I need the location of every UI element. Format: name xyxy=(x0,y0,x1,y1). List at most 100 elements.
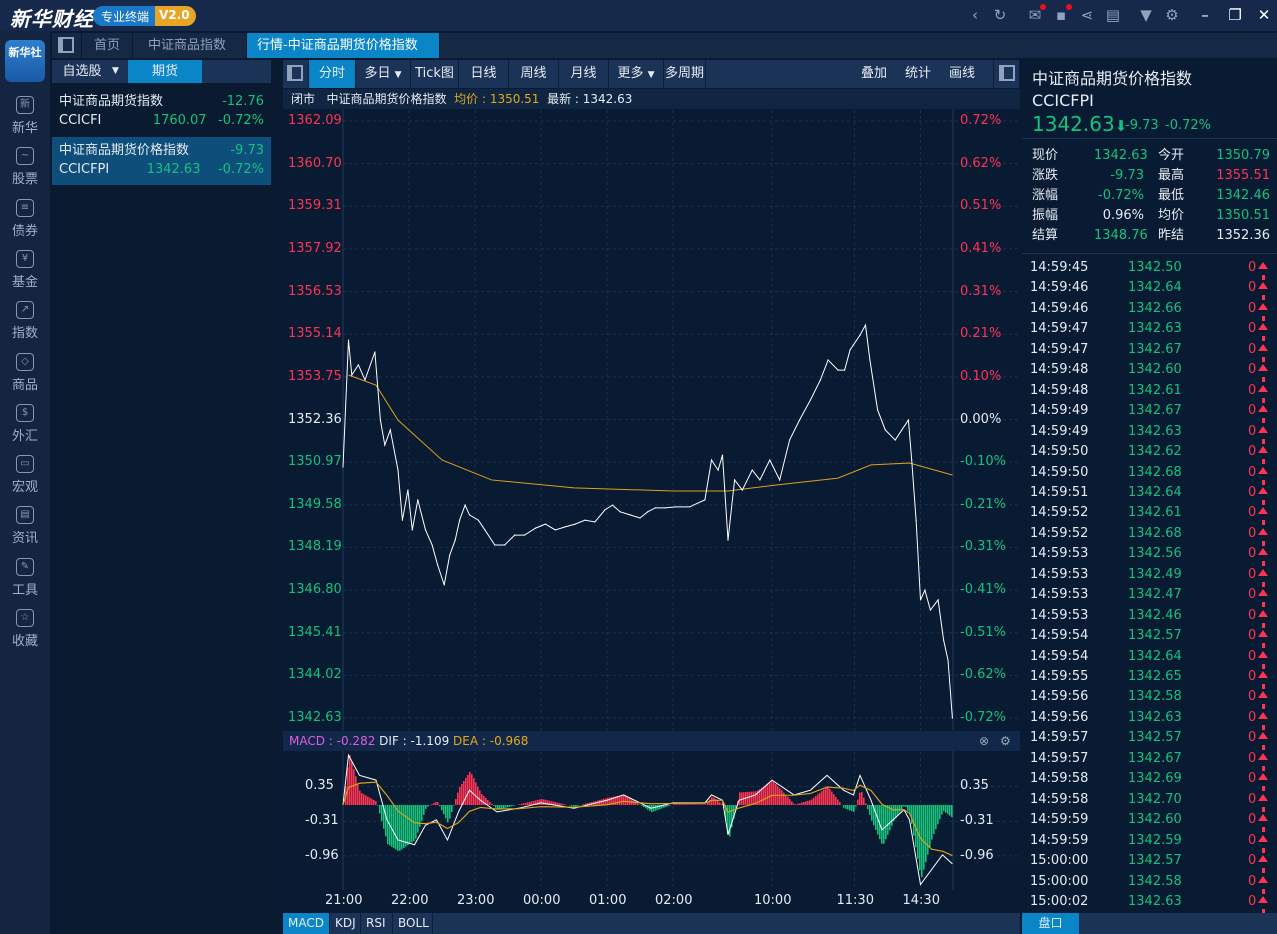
nav-item-1[interactable]: ~ 股票 xyxy=(0,147,50,195)
tab-home[interactable]: 首页 xyxy=(82,33,134,58)
trade-row: 14:59:53 1342.56 0 xyxy=(1030,544,1275,567)
stat-label: 今开 xyxy=(1158,148,1185,163)
macd-bar xyxy=(355,776,357,805)
nav-item-0[interactable]: 新新华 xyxy=(0,96,50,144)
nav-item-4[interactable]: ↗ 指数 xyxy=(0,301,50,349)
share-icon[interactable]: ⋖ xyxy=(1080,6,1094,24)
nav-item-7[interactable]: ▭ 宏观 xyxy=(0,455,50,503)
tab-order-book[interactable]: 盘口 xyxy=(1022,913,1079,934)
macd-bar xyxy=(415,805,417,839)
multi-day-button[interactable]: 多日 ▼ xyxy=(356,60,411,88)
macd-bar xyxy=(439,805,441,807)
toggle-left-panel-button[interactable] xyxy=(283,60,309,88)
stat-label: 涨幅 xyxy=(1032,188,1059,203)
monthly-button[interactable]: 月线 xyxy=(559,60,609,88)
message-icon[interactable]: ▪ xyxy=(1052,4,1072,24)
nav-item-9[interactable]: ✎ 工具 xyxy=(0,557,50,606)
multi-period-button[interactable]: 多周期 xyxy=(664,60,706,88)
minimize-icon[interactable]: – xyxy=(1201,6,1209,24)
macd-bar xyxy=(951,805,953,818)
macd-bar xyxy=(827,786,829,805)
tab-rsi[interactable]: RSI xyxy=(361,913,393,934)
macd-bar xyxy=(879,805,881,840)
macd-bar xyxy=(929,805,931,848)
mail-icon[interactable]: ✉ xyxy=(1026,4,1046,24)
macd-bar xyxy=(563,804,565,805)
watchlist-item[interactable]: 中证商品期货指数 -12.76 CCICFI 1760.07 -0.72% xyxy=(52,88,271,136)
intraday-button[interactable]: 分时 xyxy=(309,60,356,88)
macd-bar xyxy=(759,789,761,805)
tab-macd[interactable]: MACD xyxy=(283,913,330,934)
dif-line xyxy=(342,753,953,886)
macd-bar xyxy=(853,805,855,812)
arrow-up-icon xyxy=(1258,687,1268,710)
macd-bar xyxy=(949,805,951,816)
avg-value: 1350.51 xyxy=(489,92,540,106)
macd-bar xyxy=(375,801,377,805)
nav-item-3[interactable]: ¥ 基金 xyxy=(0,249,50,298)
macd-bar xyxy=(781,790,783,805)
tab-futures[interactable]: 期货 xyxy=(128,60,202,83)
trade-price: 1342.61 xyxy=(1128,382,1182,398)
trade-time: 15:00:02 xyxy=(1030,893,1089,909)
trade-volume: 0 xyxy=(1248,750,1257,766)
trade-time: 14:59:48 xyxy=(1030,362,1089,378)
refresh-icon[interactable]: ↻ xyxy=(993,6,1007,24)
nav-icon-1: ~ xyxy=(16,147,34,166)
macd-bar xyxy=(349,754,351,805)
time-tick-label: 01:00 xyxy=(589,893,627,908)
trade-volume: 0 xyxy=(1248,403,1257,419)
tab-kdj[interactable]: KDJ xyxy=(330,913,361,934)
toggle-right-panel-button[interactable] xyxy=(993,60,1020,88)
more-button[interactable]: 更多 ▼ xyxy=(609,60,664,88)
close-indicator-icon[interactable]: ⊗ xyxy=(979,734,990,748)
trade-price: 1342.63 xyxy=(1128,423,1182,439)
price-point xyxy=(654,507,656,509)
restore-icon[interactable]: ❐ xyxy=(1228,6,1242,24)
indicator-settings-icon[interactable]: ⚙ xyxy=(1000,734,1011,748)
tab-boll[interactable]: BOLL xyxy=(393,913,433,934)
tick-chart-button[interactable]: Tick图 xyxy=(411,60,459,88)
nav-item-6[interactable]: $ 外汇 xyxy=(0,403,50,452)
trade-time: 14:59:46 xyxy=(1030,280,1089,296)
macd-bar xyxy=(473,778,475,805)
tab-favorites[interactable]: 自选股 ▼ xyxy=(52,60,128,83)
watchlist-item-selected[interactable]: 中证商品期货价格指数 -9.73 CCICFPI 1342.63 -0.72% xyxy=(52,137,271,185)
panel-icon xyxy=(287,65,303,81)
close-icon[interactable]: ✕ xyxy=(1257,6,1271,24)
trade-price: 1342.67 xyxy=(1128,341,1182,357)
trade-price: 1342.57 xyxy=(1128,853,1182,869)
back-icon[interactable]: ‹ xyxy=(972,6,978,24)
watchlist-panel: 自选股 ▼ 期货 中证商品期货指数 -12.76 CCICFI 1760.07 -0.7… xyxy=(52,60,271,934)
skin-icon[interactable]: ▼ xyxy=(1140,6,1152,24)
macd-bar xyxy=(575,805,577,807)
settings-icon[interactable]: ⚙ xyxy=(1165,6,1179,24)
daily-button[interactable]: 日线 xyxy=(459,60,509,88)
nav-item-5[interactable]: ◇ 商品 xyxy=(0,352,50,401)
trade-volume: 0 xyxy=(1248,893,1257,909)
macd-bar xyxy=(539,799,541,805)
macd-bar xyxy=(847,805,849,810)
tab-quote[interactable]: 行情-中证商品期货价格指数 × xyxy=(247,33,440,78)
trade-price: 1342.69 xyxy=(1128,771,1182,787)
macd-bar xyxy=(469,771,471,805)
nav-label: 债券 xyxy=(11,223,38,239)
price-point xyxy=(919,599,922,601)
macd-bar xyxy=(477,786,479,805)
nav-item-2[interactable]: ≡ 债券 xyxy=(0,198,50,247)
weekly-button[interactable]: 周线 xyxy=(509,60,559,88)
overlay-button[interactable]: 叠加 xyxy=(860,66,887,81)
macd-bar xyxy=(397,805,399,851)
statistics-button[interactable]: 统计 xyxy=(904,66,931,81)
tab-commodity-index[interactable]: 中证商品指数 xyxy=(136,33,247,58)
toggle-sidebar-button[interactable] xyxy=(52,33,82,58)
nav-item-8[interactable]: ▤ 资讯 xyxy=(0,506,50,554)
price-chart[interactable] xyxy=(283,60,1020,934)
price-point xyxy=(884,429,886,431)
draw-line-button[interactable]: 画线 xyxy=(948,66,975,81)
notes-icon[interactable]: ▤ xyxy=(1105,6,1121,24)
last-label: 最新 : xyxy=(547,92,583,106)
trade-volume: 0 xyxy=(1248,873,1257,889)
nav-item-10[interactable]: ☆ 收藏 xyxy=(0,609,50,657)
time-tick-label: 21:00 xyxy=(325,893,363,908)
